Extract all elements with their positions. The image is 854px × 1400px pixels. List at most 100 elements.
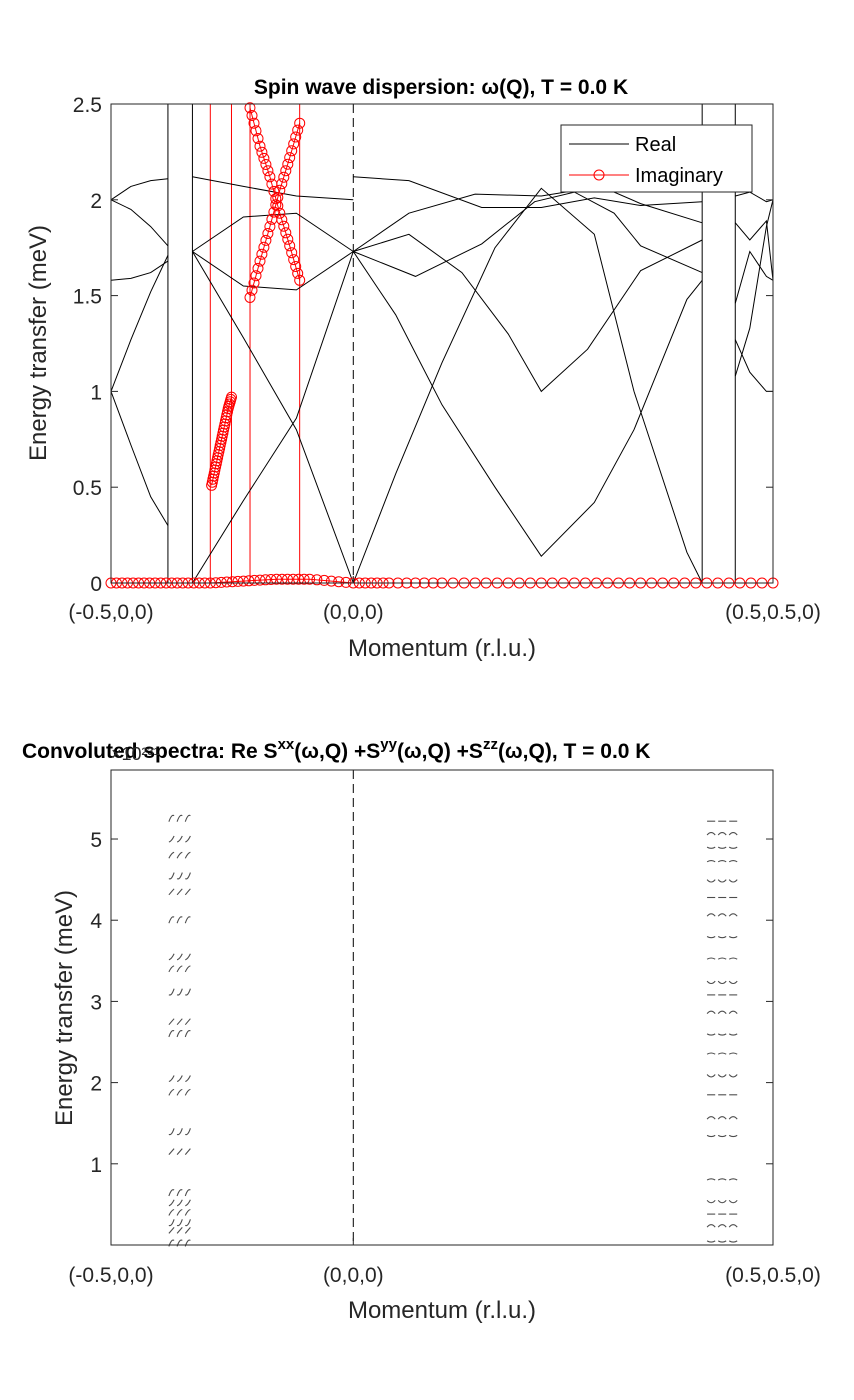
spectra-streak-0-16-1 xyxy=(176,888,183,896)
imaginary-point-0-6-3 xyxy=(325,575,337,587)
spectra-streak-1-5-1 xyxy=(717,1134,727,1138)
spectra-title-part-2: (ω,Q) +S xyxy=(294,740,380,763)
spectra-streak-1-19-1 xyxy=(717,860,727,863)
imaginary-point-3-1-1 xyxy=(256,248,268,260)
spectra-streak-1-16-1 xyxy=(717,913,727,917)
spectra-streak-0-10-2 xyxy=(184,1030,191,1038)
spectra-streak-1-8-0 xyxy=(706,1074,716,1078)
imaginary-point-3-2-0 xyxy=(264,221,276,233)
spectra-streak-0-12-0 xyxy=(168,988,175,996)
spectra-x-ticks: (-0.5,0,0) (0,0,0) (0.5,0.5,0) xyxy=(68,1238,821,1287)
imaginary-point-3-4-4 xyxy=(292,124,304,136)
spectra-streak-0-19-2 xyxy=(185,835,191,843)
real-branch-6 xyxy=(191,251,354,584)
legend-imaginary-marker xyxy=(593,169,605,181)
spectra-streak-0-2-0 xyxy=(168,1219,175,1227)
dispersion-y-tick-label-4: 2 xyxy=(90,190,102,213)
spectra-streak-0-3-1 xyxy=(176,1208,183,1216)
imaginary-point-3-0-3 xyxy=(250,270,262,282)
spectra-streak-0-20-2 xyxy=(184,814,191,822)
dispersion-x-tick-label-2: (0.5,0.5,0) xyxy=(725,601,821,624)
real-branch-19 xyxy=(734,250,774,304)
spectra-streak-1-10-0 xyxy=(706,1033,716,1036)
spectra-streak-1-11-1 xyxy=(717,1010,727,1014)
imaginary-point-2-3-3 xyxy=(280,227,292,239)
imaginary-point-2-4-1 xyxy=(286,247,298,259)
spectra-streak-1-19-0 xyxy=(706,860,716,863)
spectra-streak-0-16-0 xyxy=(168,888,175,896)
spectra-streak-1-5-0 xyxy=(706,1134,716,1138)
imaginary-point-2-4-2 xyxy=(288,254,300,266)
spectra-streak-1-5-2 xyxy=(728,1134,738,1138)
spectra-streak-1-1-2 xyxy=(728,1224,738,1228)
real-branch-9 xyxy=(192,176,354,201)
spectra-streak-0-13-1 xyxy=(176,965,183,973)
real-branch-1 xyxy=(110,199,169,247)
imaginary-point-0-4-0 xyxy=(237,575,249,587)
spectra-streak-1-8-1 xyxy=(717,1074,727,1078)
spectra-streak-0-15-0 xyxy=(168,916,175,924)
spectra-streak-1-3-2 xyxy=(728,1199,738,1204)
spectra-streak-0-8-0 xyxy=(168,1088,175,1096)
spectra-streak-1-3-1 xyxy=(717,1199,727,1204)
spectra-title-part-0: Convoluted spectra: Re S xyxy=(22,740,278,763)
imaginary-point-3-2-1 xyxy=(266,213,278,225)
real-branch-11 xyxy=(352,251,703,557)
spectra-title-part-1: xx xyxy=(278,736,295,753)
spectra-streak-1-20-2 xyxy=(728,846,738,849)
spectra-streak-1-10-1 xyxy=(717,1033,727,1036)
spectra-streak-1-13-1 xyxy=(717,980,727,985)
spectra-streak-0-13-0 xyxy=(168,965,175,973)
spectra-streak-1-14-2 xyxy=(728,957,738,960)
spectra-streak-1-4-0 xyxy=(706,1178,716,1181)
spectra-streak-1-6-2 xyxy=(728,1116,738,1120)
imaginary-point-3-2-3 xyxy=(270,199,282,211)
real-branch-0 xyxy=(110,391,169,526)
spectra-streak-1-18-2 xyxy=(728,879,738,883)
imaginary-point-0-4-1 xyxy=(243,575,255,587)
imaginary-point-2-1-0 xyxy=(254,140,266,152)
spectra-streak-0-7-2 xyxy=(184,1128,191,1136)
imaginary-point-2-end xyxy=(294,274,306,286)
imaginary-point-0-5-3 xyxy=(287,573,299,585)
real-branch-3 xyxy=(110,260,169,281)
spectra-streak-0-7-1 xyxy=(176,1128,183,1136)
spectra-streak-0-17-1 xyxy=(176,872,183,880)
imaginary-point-0-4-2 xyxy=(248,574,260,586)
imaginary-point-3-1-0 xyxy=(254,255,266,267)
spectra-streak-1-16-2 xyxy=(728,913,738,917)
imaginary-point-2-3-4 xyxy=(282,233,294,245)
spectra-streak-1-15-2 xyxy=(728,936,738,939)
imaginary-branch-3 xyxy=(249,123,301,298)
imaginary-point-2-4-0 xyxy=(284,240,296,252)
spectra-streak-1-14-1 xyxy=(717,957,727,960)
spectra-streak-1-1-0 xyxy=(706,1224,716,1228)
spectra-streak-0-12-2 xyxy=(184,988,191,996)
spectra-streak-1-8-2 xyxy=(728,1074,738,1078)
imaginary-point-2-2-2 xyxy=(268,185,280,197)
imaginary-point-2-2-0 xyxy=(264,171,276,183)
imaginary-point-3-1-3 xyxy=(260,234,272,246)
spectra-streak-0-15-2 xyxy=(184,916,191,924)
spectra-streak-0-1-2 xyxy=(184,1227,191,1234)
spectra-y-ticks: 1 2 3 4 5 xyxy=(90,829,773,1177)
spectra-y-axis-label: Energy transfer (meV) xyxy=(51,890,78,1126)
spectra-streak-0-17-2 xyxy=(184,872,191,880)
spectra-streak-0-10-1 xyxy=(176,1030,183,1038)
dispersion-legend: Real Imaginary xyxy=(560,124,753,193)
spectra-streak-1-11-2 xyxy=(728,1010,738,1014)
spectra-streak-0-20-1 xyxy=(176,814,183,822)
spectra-streak-1-10-2 xyxy=(728,1033,738,1036)
dispersion-y-tick-label-2: 1 xyxy=(90,381,102,404)
spectra-streak-1-19-2 xyxy=(728,860,738,863)
real-branch-20 xyxy=(734,199,774,377)
dispersion-plot: Spin wave dispersion: ω(Q), T = 0.0 K 00… xyxy=(25,76,821,662)
spectra-streak-1-18-0 xyxy=(706,879,716,883)
imaginary-point-2-1-2 xyxy=(258,152,270,164)
dispersion-x-tick-label-0: (-0.5,0,0) xyxy=(68,601,153,624)
imaginary-point-3-3-0 xyxy=(274,184,286,196)
spectra-exponent-label: ×10²³¹ xyxy=(111,744,160,764)
dispersion-y-ticks: 0 0.5 1 1.5 2 2.5 xyxy=(73,94,773,596)
spectra-streak-1-21-1 xyxy=(717,832,727,836)
spectra-streak-1-4-1 xyxy=(717,1178,727,1181)
